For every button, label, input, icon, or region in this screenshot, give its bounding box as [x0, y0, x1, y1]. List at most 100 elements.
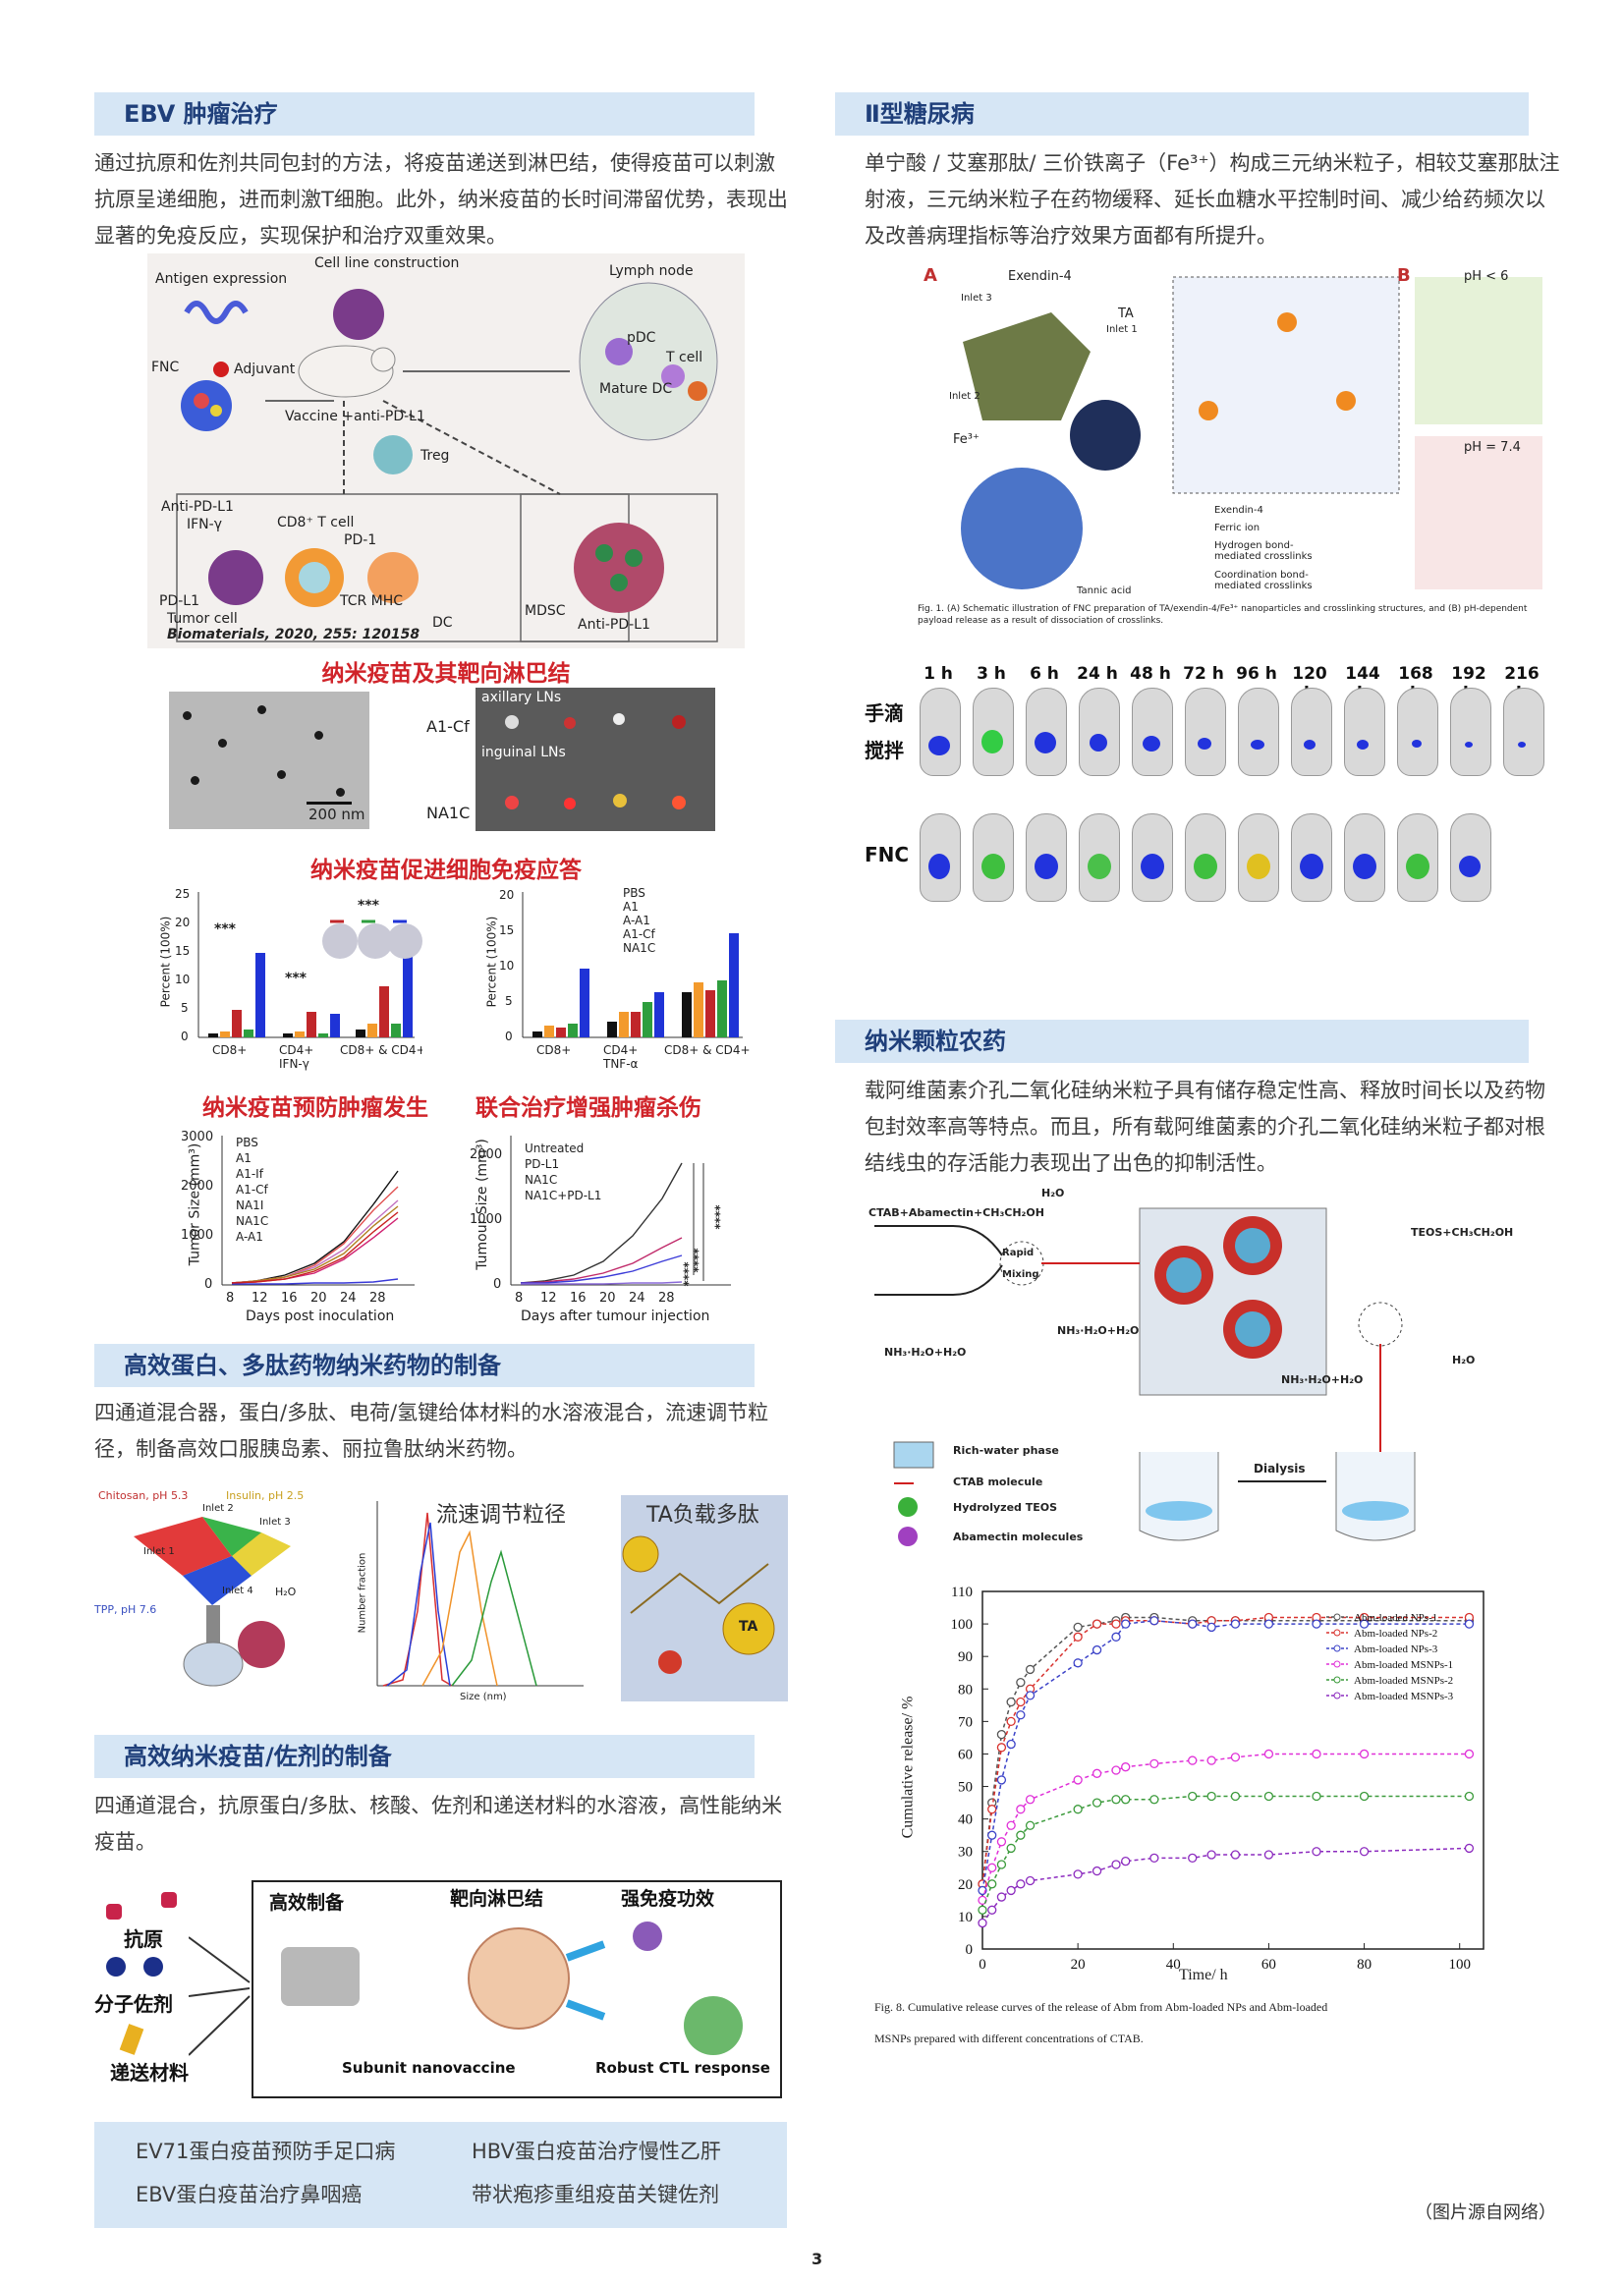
label-vaccine-anti: Vaccine +anti-PD-L1	[285, 409, 425, 424]
bar-right-ylabel: Percent (100%)	[484, 916, 499, 1008]
fnc-inlet1: Inlet 1	[1106, 324, 1138, 335]
line-left-ytick-2: 2000	[181, 1179, 214, 1194]
release-point	[1025, 1795, 1036, 1805]
release-point	[1092, 1768, 1102, 1778]
line-chart-tumor-left: Tumor Size (mm³) 0 1000 2000 3000 8 12 1…	[147, 1128, 432, 1330]
fnc-legend-exendin: Exendin-4	[1214, 505, 1263, 516]
release-point	[1359, 1619, 1370, 1629]
figure-four-channel-mixer: Chitosan, pH 5.3 Insulin, pH 2.5 TPP, pH…	[94, 1487, 320, 1694]
bar-left-ytick-1: 5	[181, 1001, 189, 1015]
release-point	[1092, 1619, 1102, 1629]
section-title-diabetes: Ⅱ型糖尿病	[835, 92, 1529, 136]
bar-right-legend-1: A1	[623, 900, 639, 914]
release-point	[1006, 1843, 1016, 1854]
ta-label: TA	[739, 1619, 758, 1635]
label-inguinal: inguinal LNs	[481, 745, 566, 760]
label-lymph-node: Lymph node	[609, 263, 694, 279]
imaging-row1-label-a: 手滴	[865, 701, 904, 725]
label-anti-pdl1: Anti-PD-L1	[161, 499, 234, 515]
size-x-axis: Size (nm)	[460, 1692, 507, 1702]
line-right-legend-2: NA1C	[525, 1173, 558, 1187]
release-ytick: 60	[958, 1747, 973, 1762]
release-point	[1111, 1860, 1121, 1869]
mixer-label-h2o: H₂O	[275, 1586, 297, 1598]
release-point	[1230, 1850, 1241, 1860]
release-point	[1073, 1775, 1083, 1785]
release-point	[1073, 1658, 1083, 1668]
application-shingles: 带状疱疹重组疫苗关键佐剂	[472, 2183, 719, 2206]
release-point	[1149, 1795, 1159, 1805]
imaging-time-2: 3 h	[977, 664, 1006, 684]
release-point	[1230, 1791, 1241, 1802]
label-cell-line: Cell line construction	[314, 255, 460, 271]
release-legend-entry: Abm-loaded NPs-2	[1354, 1628, 1437, 1640]
fnc-exendin: Exendin-4	[1008, 269, 1072, 284]
figure-fnc-schematic: A B Exendin-4 Inlet 3 Inlet 1 Inlet 2 TA…	[914, 263, 1542, 633]
imaging-time-5: 48 h	[1130, 664, 1171, 684]
line-right-legend-0: Untreated	[525, 1142, 585, 1155]
bar-right-ytick-3: 15	[499, 923, 515, 937]
mixer-label-inlet1: Inlet 1	[143, 1546, 175, 1557]
release-ytick: 80	[958, 1682, 973, 1698]
release-ytick: 10	[958, 1910, 973, 1925]
bar-left-group-1: CD8+	[212, 1043, 248, 1057]
figure-lymph-nodes: axillary LNs inguinal LNs	[476, 688, 715, 831]
release-point	[1206, 1791, 1216, 1802]
bar-left-ytick-5: 25	[175, 887, 191, 901]
silica-nh3-left: NH₃·H₂O+H₂O	[884, 1346, 967, 1359]
figure-tem: 200 nm	[169, 692, 369, 829]
figure-ebv-schematic: Antigen expression Cell line constructio…	[147, 253, 745, 648]
release-point	[1149, 1616, 1159, 1626]
release-point	[1359, 1847, 1370, 1857]
imaging-time-6: 72 h	[1183, 664, 1224, 684]
size-y-axis: Number fraction	[357, 1552, 368, 1634]
release-point	[1092, 1798, 1102, 1808]
release-point	[1006, 1885, 1016, 1896]
bar-left-ytick-2: 10	[175, 973, 191, 986]
imaging-time-3: 6 h	[1030, 664, 1059, 684]
line-right-legend-3: NA1C+PD-L1	[525, 1189, 602, 1202]
bar-left-sig-2: ***	[285, 971, 307, 986]
release-point	[1464, 1843, 1475, 1854]
line-left-legend-3: A1-Cf	[236, 1183, 268, 1197]
release-point	[1025, 1691, 1036, 1700]
line-right-xlabel: Days after tumour injection	[521, 1309, 710, 1324]
line-left-xtick-5: 28	[369, 1291, 386, 1306]
release-point	[1121, 1795, 1131, 1805]
section-text-protein: 四通道混合器，蛋白/多肽、电荷/氢键给体材料的水溶液混合，流速调节粒径，制备高效…	[94, 1401, 769, 1461]
release-xtick: 80	[1357, 1957, 1372, 1973]
release-point	[1263, 1619, 1274, 1629]
release-point	[1230, 1753, 1241, 1762]
silica-h2o-top: H₂O	[1041, 1187, 1065, 1199]
application-ev71: EV71蛋白疫苗预防手足口病	[136, 2140, 396, 2163]
line-right-ytick-2: 2000	[470, 1147, 503, 1162]
fnc-schematic-art	[961, 276, 1542, 589]
section-title-ebv: EBV 肿瘤治疗	[94, 92, 755, 136]
section-title-protein: 高效蛋白、多肽药物纳米药物的制备	[94, 1344, 755, 1387]
bar-left-ytick-4: 20	[175, 916, 191, 929]
bar-chart-ifn: Percent (100%) 0 5 10 15 20 25 *** *** *…	[147, 884, 422, 1071]
line-right-xtick-3: 20	[599, 1291, 616, 1306]
release-point	[1111, 1765, 1121, 1775]
release-point	[996, 1860, 1007, 1869]
ta-load-label: TA负载多肽	[646, 1503, 759, 1528]
bar-left-ytick-3: 15	[175, 944, 191, 958]
release-point	[1312, 1791, 1321, 1802]
release-ytick: 50	[958, 1780, 973, 1796]
release-point	[996, 1775, 1007, 1785]
line-chart-tumor-right-svg	[510, 1136, 731, 1286]
release-point	[1206, 1850, 1216, 1860]
release-point	[987, 1863, 997, 1872]
vaccine-label-target: 靶向淋巴结	[450, 1888, 544, 1910]
release-point	[1016, 1830, 1026, 1840]
release-point	[987, 1905, 997, 1915]
fnc-inlet2: Inlet 2	[949, 391, 980, 402]
release-point	[1016, 1710, 1026, 1720]
release-point	[1206, 1622, 1216, 1633]
release-point	[1149, 1853, 1159, 1863]
imaging-row2-label: FNC	[865, 843, 910, 866]
release-point	[1092, 1644, 1102, 1655]
release-point	[1263, 1791, 1274, 1802]
mixer-label-chitosan: Chitosan, pH 5.3	[98, 1489, 189, 1502]
bar-left-sig-3: ***	[358, 898, 379, 914]
